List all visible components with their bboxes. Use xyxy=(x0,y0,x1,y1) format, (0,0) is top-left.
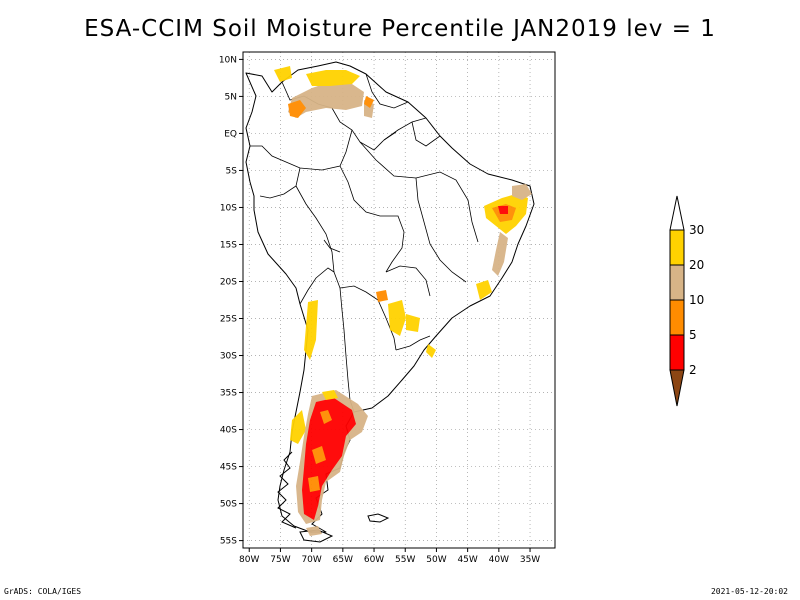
lat-tick-label: 45S xyxy=(220,463,237,473)
lon-tick-label: 65W xyxy=(333,555,353,565)
plot-frame xyxy=(242,51,556,549)
lat-tick-label: 30S xyxy=(220,352,237,362)
lat-tick-label: 5S xyxy=(226,166,238,176)
lon-tick-label: 70W xyxy=(301,555,321,565)
shade-paraguay xyxy=(388,300,406,336)
lat-tick-label: 10S xyxy=(220,203,237,213)
shade-guyana-orange xyxy=(364,96,374,108)
legend-label-30: 30 xyxy=(689,223,704,237)
lon-tick-label: 55W xyxy=(395,555,415,565)
footer-timestamp: 2021-05-12-20:02 xyxy=(710,587,788,596)
legend-label-10: 10 xyxy=(689,293,704,307)
legend-top-arrow xyxy=(669,195,685,231)
lon-tick-label: 35W xyxy=(520,555,540,565)
latitude-labels: 10N 5N EQ 5S 10S 15S 20S 25S 30S 35S 40S 45S 50S 55S xyxy=(219,55,243,547)
shade-patagonia-yellow xyxy=(322,390,338,400)
country-borders xyxy=(250,73,479,413)
lat-tick-label: 5N xyxy=(225,92,237,102)
shade-south-brazil xyxy=(406,314,420,332)
shade-andes-west xyxy=(304,300,318,360)
south-america-coastline xyxy=(245,61,535,533)
shade-central-orange xyxy=(376,290,388,302)
lon-tick-label: 40W xyxy=(489,555,509,565)
legend-bin-30 xyxy=(669,229,685,266)
lon-tick-label: 75W xyxy=(270,555,290,565)
longitude-labels: 80W 75W 70W 65W 60W 55W 50W 45W 40W 35W xyxy=(239,548,540,565)
legend-bin-20 xyxy=(669,264,685,301)
lat-tick-label: 25S xyxy=(220,315,237,325)
shade-patagonia-orange-3 xyxy=(308,476,320,492)
color-legend: 30 20 10 5 2 xyxy=(669,195,704,407)
shade-brazil-coast xyxy=(492,232,508,276)
lon-tick-label: 50W xyxy=(426,555,446,565)
legend-label-2: 2 xyxy=(689,363,697,377)
lon-tick-label: 60W xyxy=(364,555,384,565)
lat-tick-label: EQ xyxy=(224,129,237,139)
shade-sao-paulo xyxy=(476,280,492,300)
lat-tick-label: 55S xyxy=(220,537,237,547)
lon-tick-label: 80W xyxy=(239,555,259,565)
legend-bin-10 xyxy=(669,299,685,336)
shade-ne-brazil-red xyxy=(498,206,508,214)
shade-colombia-west xyxy=(288,100,306,118)
map-grid xyxy=(243,52,555,548)
legend-bottom-arrow xyxy=(669,369,685,407)
lon-tick-label: 45W xyxy=(457,555,477,565)
shade-chile-coast xyxy=(290,410,306,444)
shade-nw-tip xyxy=(274,66,292,82)
lat-tick-label: 35S xyxy=(220,389,237,399)
shade-tierra-del-fuego xyxy=(306,526,322,536)
footer-credit: GrADS: COLA/IGES xyxy=(4,587,82,596)
legend-label-5: 5 xyxy=(689,328,697,342)
lat-tick-label: 15S xyxy=(220,240,237,250)
shade-north-colombia xyxy=(288,82,364,118)
legend-bin-5 xyxy=(669,334,685,371)
falkland-islands-outline xyxy=(367,513,390,523)
shade-uruguay-coast xyxy=(426,344,436,358)
lat-tick-label: 40S xyxy=(220,426,237,436)
shade-patagonia-orange-2 xyxy=(312,446,326,464)
map-title: ESA-CCIM Soil Moisture Percentile JAN201… xyxy=(84,16,716,42)
chile-fjord-coast xyxy=(277,451,297,529)
shade-ne-coast-tan xyxy=(512,184,532,200)
lat-tick-label: 20S xyxy=(220,277,237,287)
lat-tick-label: 10N xyxy=(219,55,237,65)
legend-label-20: 20 xyxy=(689,258,704,272)
shade-north-venezuela xyxy=(306,70,360,86)
lat-tick-label: 50S xyxy=(220,500,237,510)
percentile-shading xyxy=(274,66,532,536)
shade-patagonia-orange-1 xyxy=(320,410,332,424)
